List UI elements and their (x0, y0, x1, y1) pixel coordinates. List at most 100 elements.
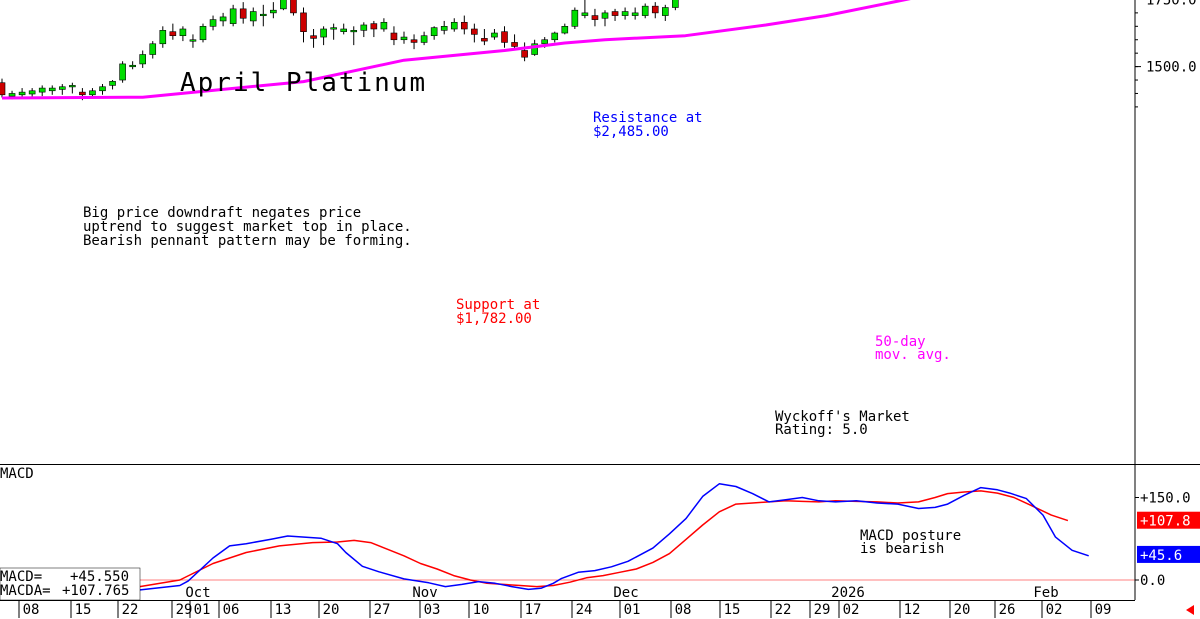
commentary-text: Big price downdraft negates price uptren… (83, 205, 412, 249)
macd-y-tick-label: +150.0 (1140, 491, 1191, 507)
x-tick-label: 20 (323, 602, 340, 618)
candle (69, 82, 76, 94)
candle (370, 20, 378, 38)
macd-readout-value: +45.550 (70, 569, 129, 585)
candle (249, 7, 257, 27)
candle (119, 61, 126, 83)
grid-layer (0, 579, 1135, 581)
candle (270, 2, 277, 19)
x-tick-label: 29 (814, 602, 831, 618)
candle (420, 31, 428, 46)
x-tick-label: 15 (75, 602, 92, 618)
x-tick-label: 10 (473, 602, 490, 618)
candle (661, 4, 669, 21)
x-tick-label: 20 (954, 602, 971, 618)
commentary-line-3: Bearish pennant pattern may be forming. (83, 233, 412, 249)
candle (340, 23, 348, 35)
candle (290, 0, 297, 16)
x-tick-label: 03 (424, 602, 441, 618)
month-label: Dec (613, 585, 638, 601)
candle (109, 80, 116, 90)
candle (189, 34, 197, 48)
support-label: Support at $1,782.00 (456, 297, 540, 327)
candle (651, 2, 659, 19)
month-label: Oct (185, 585, 210, 601)
candle (410, 34, 418, 50)
candle (139, 50, 146, 68)
market-rating-line-2: Rating: 5.0 (775, 422, 868, 438)
candle (229, 4, 237, 27)
candle (199, 23, 207, 43)
macd-series-macda (129, 490, 1069, 590)
candle (310, 28, 317, 48)
candle (380, 18, 388, 32)
x-tick-label: 02 (843, 602, 860, 618)
candle (400, 31, 408, 44)
macd-series-macd (129, 483, 1089, 592)
candle (440, 20, 448, 35)
candle (450, 18, 458, 32)
commentary-line-1: Big price downdraft negates price (83, 205, 361, 221)
x-tick-label: 09 (1095, 602, 1112, 618)
macd-readout-label: MACD= (0, 569, 42, 585)
candle (581, 0, 589, 19)
candle (561, 23, 569, 35)
candle (430, 26, 438, 40)
macd-tag: +107.8 (1137, 511, 1200, 530)
support-label-line-1: Support at (456, 297, 540, 313)
candle (48, 85, 56, 95)
macd-posture-line-2: is bearish (860, 541, 944, 557)
x-tick-label: 27 (374, 602, 391, 618)
candle (259, 4, 267, 27)
x-tick-label: 15 (724, 602, 741, 618)
commentary-line-2: uptrend to suggest market top in place. (83, 219, 412, 235)
candle (521, 42, 528, 62)
candle (99, 84, 106, 95)
candle (350, 26, 358, 46)
x-tick-label: 13 (275, 602, 292, 618)
market-rating-line-1: Wyckoff's Market (775, 409, 910, 425)
macd-readout-box (0, 567, 141, 601)
candle (621, 7, 629, 20)
x-tick-label: 22 (122, 602, 139, 618)
macd-readout: MACD= +45.550 MACDA= +107.765 (0, 567, 141, 601)
candle (460, 15, 468, 35)
macd-y-tick-label: 0.0 (1140, 573, 1165, 589)
candle (330, 23, 337, 40)
x-tick-label: 17 (525, 602, 542, 618)
scroll-right-arrow-icon[interactable] (1186, 605, 1194, 615)
candle (571, 7, 579, 29)
candle (481, 28, 488, 46)
ma50-line (1, 0, 911, 100)
macd-tag-label: +45.6 (1140, 548, 1182, 564)
macd-layer (129, 483, 1089, 592)
candle (390, 26, 398, 46)
resistance-label: Resistance at $2,485.00 (593, 110, 703, 140)
candle (501, 26, 508, 48)
candle (219, 12, 227, 27)
candle (58, 84, 66, 95)
candle (320, 26, 327, 46)
candle (209, 15, 217, 31)
moving-average-label: 50-day mov. avg. (875, 334, 951, 363)
moving-average-label-line-2: mov. avg. (875, 347, 951, 363)
chart-title: April Platinum (180, 68, 427, 98)
candle (591, 8, 599, 27)
candles-layer (0, 0, 679, 101)
candle (601, 10, 609, 27)
candle (491, 28, 498, 40)
candle (0, 78, 6, 98)
macd-panel-title: MACD (0, 466, 34, 482)
candle (149, 41, 157, 59)
candle (641, 3, 649, 19)
candle (89, 88, 96, 98)
support-label-line-2: $1,782.00 (456, 311, 532, 327)
macd-annotations: MACD MACD posture is bearish (0, 466, 961, 557)
x-tick-label: 26 (999, 602, 1016, 618)
macda-readout-label: MACDA= (0, 583, 51, 599)
month-label: Nov (412, 585, 437, 601)
candle (129, 61, 136, 70)
macd-tag: +45.6 (1137, 545, 1200, 564)
